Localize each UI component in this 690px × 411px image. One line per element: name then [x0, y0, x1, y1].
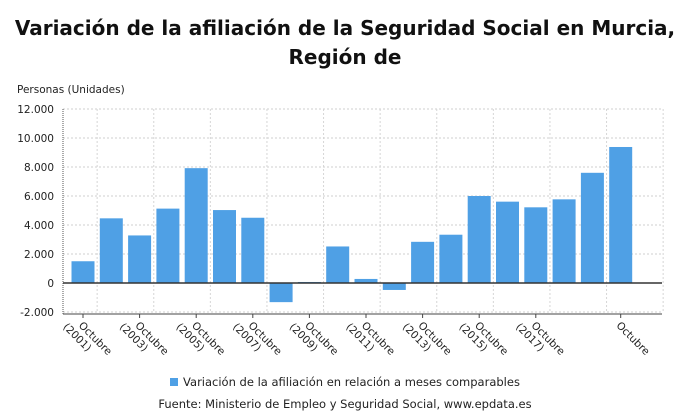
y-tick-label: 8.000	[24, 162, 54, 174]
legend: Variación de la afiliación en relación a…	[0, 375, 690, 389]
bar	[382, 283, 406, 290]
legend-label: Variación de la afiliación en relación a…	[183, 375, 520, 389]
bar	[552, 199, 576, 283]
bar	[99, 218, 123, 283]
bar	[156, 208, 180, 283]
x-tick-label: Octubre(2009)	[287, 313, 341, 367]
bar	[411, 241, 435, 283]
bar	[524, 207, 548, 283]
bar	[213, 210, 236, 283]
bar	[269, 283, 293, 303]
x-tick-label: Octubre(2013)	[400, 313, 454, 367]
y-axis-label: Personas (Unidades)	[17, 84, 125, 96]
bar	[580, 172, 604, 283]
y-tick-label: 0	[47, 278, 54, 290]
y-tick-label: 10.000	[17, 133, 54, 145]
x-tick-label: Octubre(2011)	[343, 313, 397, 367]
bar	[439, 234, 463, 283]
y-tick-label: 6.000	[24, 191, 54, 203]
bar	[609, 146, 633, 283]
source-note: Fuente: Ministerio de Empleo y Seguridad…	[158, 397, 532, 411]
bar	[71, 261, 95, 283]
bar	[128, 235, 152, 283]
bar	[241, 217, 265, 283]
bar	[354, 278, 378, 283]
x-tick-label: Octubre(2005)	[174, 313, 228, 367]
y-tick-label: 4.000	[24, 220, 54, 232]
x-tick-label: Octubre(2001)	[60, 313, 114, 367]
x-tick-label: Octubre(2015)	[457, 313, 511, 367]
y-tick-label: -2.000	[20, 307, 54, 319]
x-tick-label: Octubre	[614, 320, 652, 358]
y-tick-label: 12.000	[17, 104, 54, 116]
legend-swatch	[170, 378, 179, 386]
x-tick-label: Octubre(2017)	[513, 313, 567, 367]
bar	[496, 201, 519, 283]
bar	[326, 246, 350, 283]
y-tick-label: 2.000	[24, 249, 54, 261]
bar	[184, 168, 208, 283]
x-tick-label: Octubre(2007)	[230, 313, 284, 367]
x-tick-label: Octubre(2003)	[117, 313, 171, 367]
chart-title: Variación de la afiliación de la Segurid…	[14, 16, 676, 69]
bar	[467, 196, 491, 283]
